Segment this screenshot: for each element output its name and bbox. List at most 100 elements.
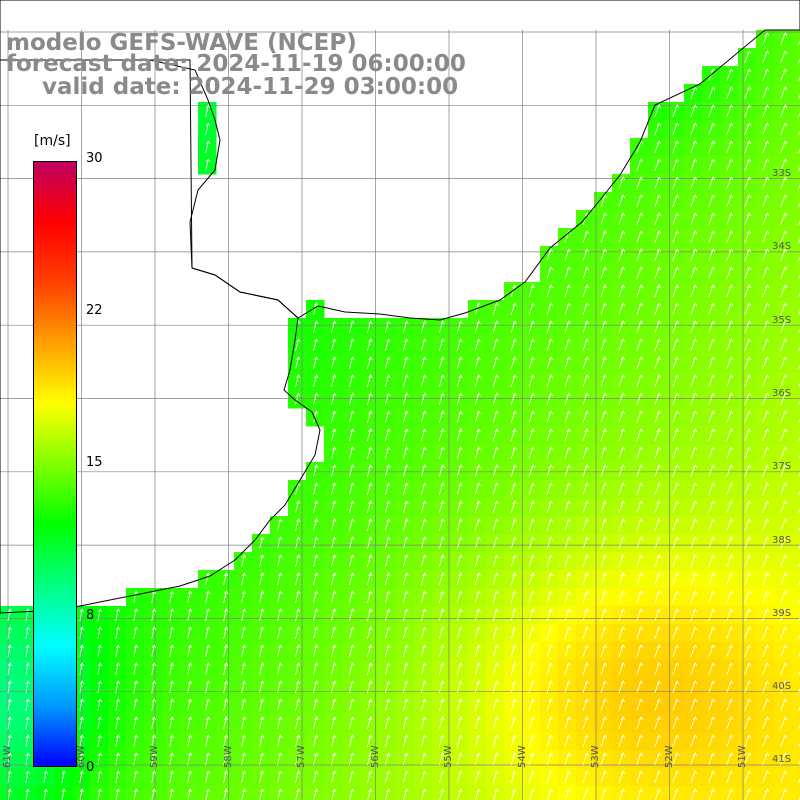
wind-arrow — [564, 536, 571, 550]
wind-arrow — [241, 770, 247, 784]
wind-arrow — [636, 302, 644, 316]
wind-arrow — [618, 410, 626, 424]
wind-speed-cell — [792, 174, 800, 193]
wind-arrow — [690, 104, 698, 118]
wind-speed-cell — [792, 480, 800, 499]
wind-arrow — [528, 572, 535, 586]
wind-arrow — [313, 734, 319, 748]
wind-arrow — [133, 752, 139, 766]
wind-arrow — [384, 482, 391, 496]
wind-arrow — [708, 482, 716, 496]
wind-arrow — [582, 338, 589, 352]
wind-arrow — [726, 446, 734, 460]
wind-arrow — [420, 680, 427, 694]
wind-speed-cell — [792, 372, 800, 391]
wind-arrow — [618, 572, 626, 586]
wind-arrow — [762, 698, 770, 712]
wind-arrow — [618, 356, 626, 370]
wind-arrow — [708, 680, 716, 694]
wind-arrow — [672, 500, 680, 514]
wind-arrow — [798, 364, 800, 370]
wind-arrow — [384, 752, 391, 766]
wind-arrow — [780, 158, 788, 172]
wind-arrow — [456, 374, 463, 388]
wind-arrow — [187, 752, 193, 766]
wind-arrow — [115, 698, 121, 712]
wind-arrow — [115, 788, 121, 800]
wind-arrow — [762, 158, 770, 172]
wind-arrow — [690, 626, 698, 640]
wind-arrow — [348, 590, 355, 604]
wind-arrow — [348, 662, 355, 676]
wind-arrow — [474, 698, 481, 712]
wind-arrow — [546, 698, 553, 712]
wind-arrow — [492, 374, 499, 388]
wind-arrow — [61, 770, 66, 784]
wind-arrow — [636, 446, 644, 460]
wind-arrow — [133, 590, 139, 604]
wind-arrow — [582, 320, 589, 334]
wind-speed-cell — [792, 138, 800, 157]
wind-speed-cell — [792, 588, 800, 607]
wind-arrow — [384, 428, 391, 442]
wind-arrow — [366, 662, 373, 676]
wind-arrow — [384, 392, 391, 406]
wind-arrow — [672, 626, 680, 640]
wind-arrow — [672, 536, 680, 550]
wind-arrow — [726, 302, 734, 316]
wind-arrow — [582, 572, 589, 586]
wind-arrow — [295, 608, 301, 622]
wind-arrow — [672, 338, 680, 352]
wind-arrow — [438, 626, 445, 640]
wind-arrow — [726, 752, 734, 766]
wind-arrow — [618, 392, 626, 406]
wind-arrow — [600, 554, 607, 568]
wind-arrow — [277, 572, 283, 586]
wind-arrow — [798, 346, 800, 352]
wind-arrow — [780, 266, 788, 280]
wind-arrow — [330, 320, 337, 334]
wind-arrow — [780, 446, 788, 460]
wind-arrow — [618, 212, 626, 226]
wind-arrow — [420, 626, 427, 640]
wind-arrow — [744, 644, 752, 658]
wind-speed-cell — [792, 30, 800, 49]
wind-arrow — [223, 608, 229, 622]
wind-arrow — [762, 554, 770, 568]
wind-speed-cell — [792, 714, 800, 733]
wind-arrow — [564, 338, 571, 352]
wind-arrow — [564, 788, 571, 800]
wind-arrow — [690, 446, 698, 460]
wind-arrow — [780, 284, 788, 298]
wind-arrow — [564, 500, 571, 514]
wind-arrow — [798, 778, 800, 784]
wind-arrow — [528, 356, 535, 370]
wind-arrow — [564, 410, 571, 424]
wind-arrow — [780, 32, 788, 46]
wind-arrow — [420, 320, 427, 334]
wind-arrow — [798, 220, 800, 226]
wind-arrow — [564, 374, 571, 388]
colorbar-tick-label: 0 — [86, 760, 95, 775]
wind-arrow — [402, 536, 409, 550]
wind-arrow — [654, 536, 662, 550]
wind-arrow — [600, 680, 607, 694]
wind-arrow — [7, 734, 12, 748]
wind-arrow — [582, 500, 589, 514]
wind-arrow — [744, 734, 752, 748]
wind-arrow — [384, 518, 391, 532]
wind-arrow — [313, 698, 319, 712]
wind-arrow — [384, 446, 391, 460]
wind-arrow — [348, 338, 355, 352]
wind-arrow — [384, 770, 391, 784]
wind-arrow — [726, 104, 734, 118]
wind-arrow — [600, 248, 607, 262]
wind-arrow — [726, 212, 734, 226]
wind-arrow — [366, 626, 373, 640]
wind-arrow — [744, 536, 752, 550]
wind-arrow — [690, 788, 698, 800]
colorbar-unit: [m/s] — [34, 133, 71, 149]
wind-arrow — [205, 104, 211, 118]
wind-arrow — [564, 482, 571, 496]
